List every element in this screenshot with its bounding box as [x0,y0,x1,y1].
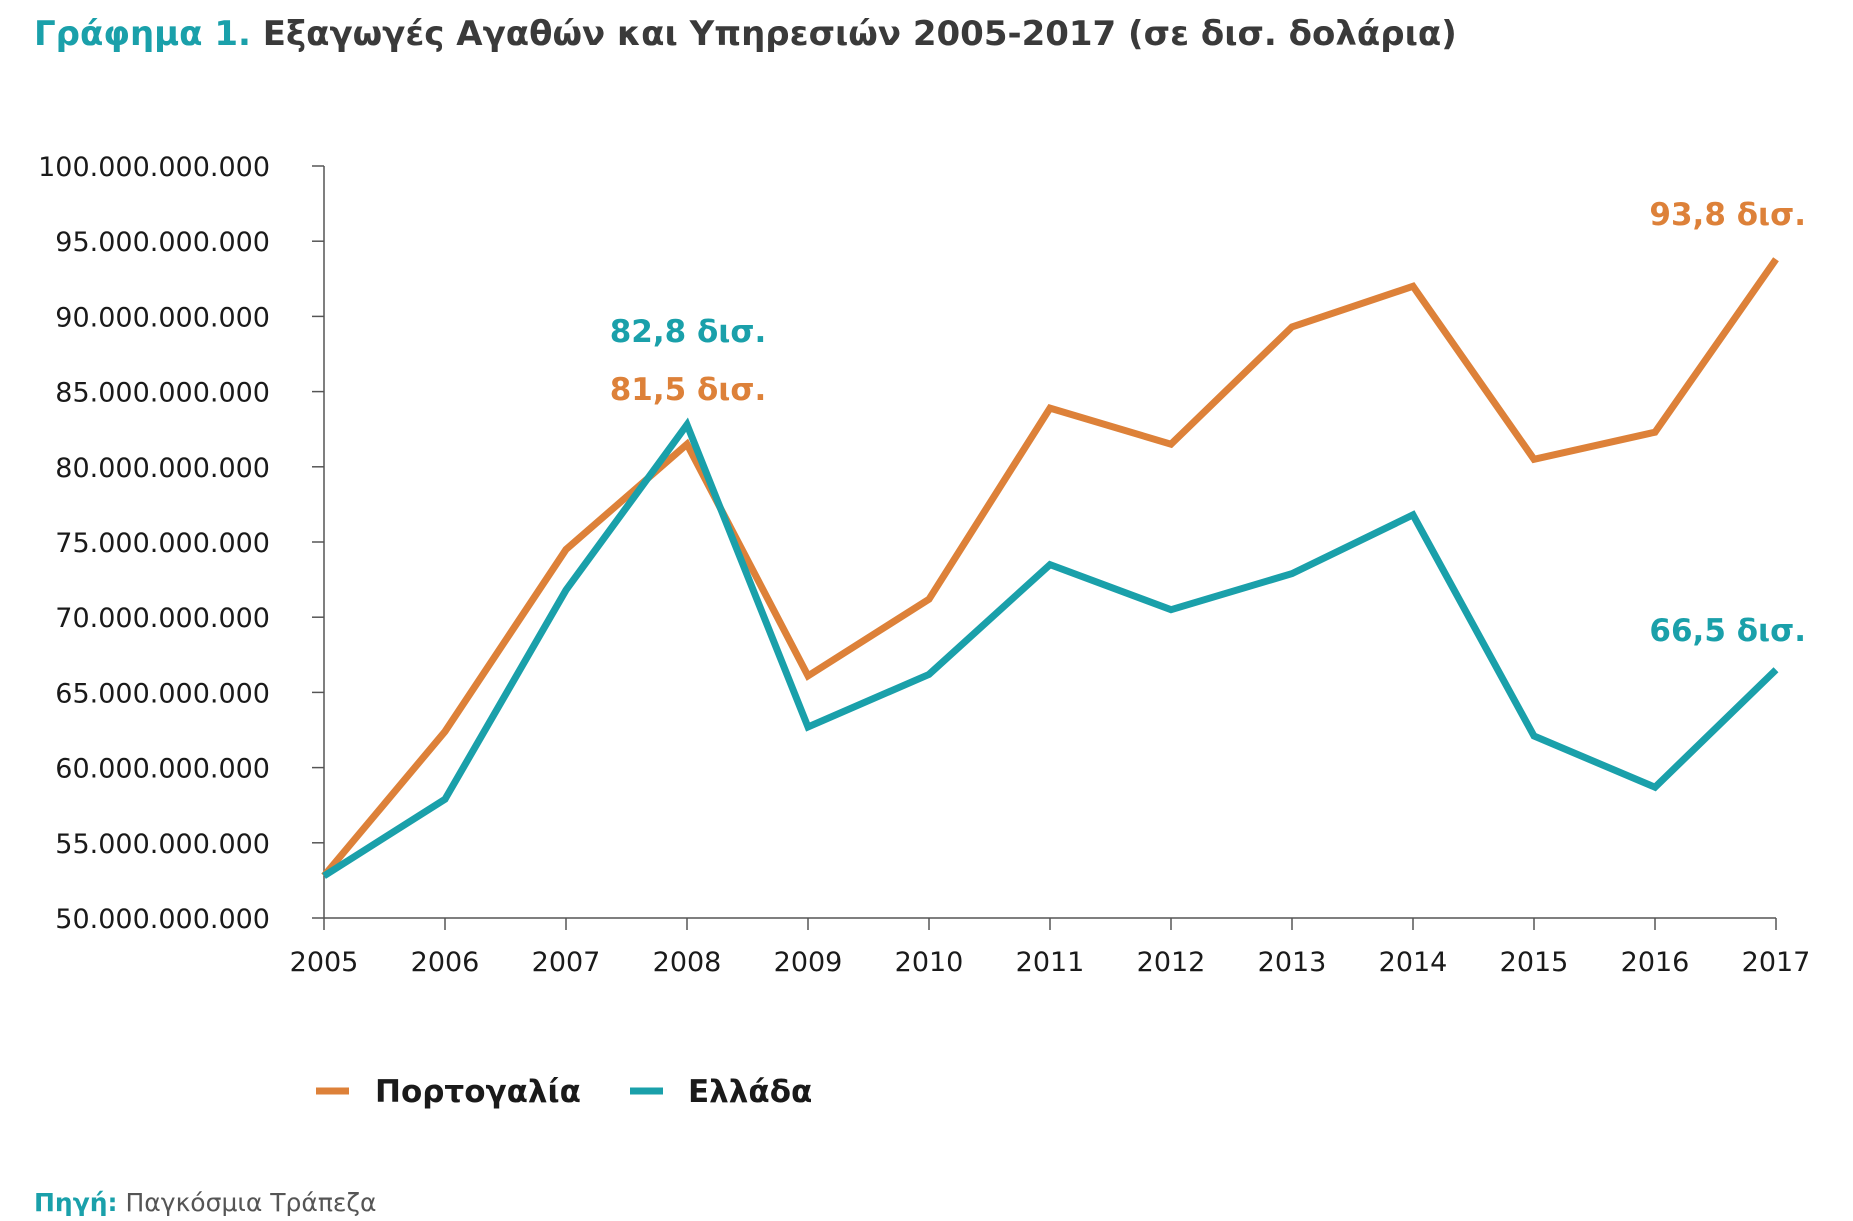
y-tick-label: 70.000.000.000 [55,603,270,634]
x-tick-label: 2005 [290,947,359,978]
x-tick-label: 2015 [1500,947,1569,978]
chart-title-text: Εξαγωγές Αγαθών και Υπηρεσιών 2005-2017 … [262,14,1457,54]
source-label: Πηγή: [34,1188,118,1217]
y-tick-label: 95.000.000.000 [55,227,270,258]
y-tick-label: 100.000.000.000 [38,152,270,183]
y-tick-label: 65.000.000.000 [55,678,270,709]
data-label: 81,5 δισ. [610,372,767,408]
x-tick-label: 2009 [774,947,843,978]
x-tick-label: 2013 [1258,947,1327,978]
x-tick-label: 2011 [1016,947,1085,978]
data-label: 82,8 δισ. [610,314,767,350]
y-tick-label: 50.000.000.000 [55,904,270,935]
y-tick-label: 60.000.000.000 [55,754,270,785]
data-label: 66,5 δισ. [1649,613,1806,649]
data-label: 93,8 δισ. [1649,197,1806,233]
x-tick-label: 2014 [1379,947,1448,978]
series-line-greece [322,417,1779,879]
y-tick-label: 80.000.000.000 [55,453,270,484]
x-tick-label: 2017 [1742,947,1811,978]
chart-title-number: Γράφημα 1. [34,14,251,54]
series-line-portugal [321,257,1779,879]
source-text: Παγκόσμια Τράπεζα [125,1188,377,1217]
y-tick-label: 75.000.000.000 [55,528,270,559]
y-tick-label: 90.000.000.000 [55,302,270,333]
chart-title: Γράφημα 1. Εξαγωγές Αγαθών και Υπηρεσιών… [34,14,1457,54]
x-tick-label: 2010 [895,947,964,978]
x-tick-label: 2006 [411,947,480,978]
x-tick-label: 2012 [1137,947,1206,978]
x-tick-label: 2007 [532,947,601,978]
legend-label-greece: Ελλάδα [688,1074,812,1110]
x-tick-label: 2008 [653,947,722,978]
y-tick-label: 55.000.000.000 [55,829,270,860]
source-note: Πηγή: Παγκόσμια Τράπεζα [34,1188,377,1217]
x-tick-label: 2016 [1621,947,1690,978]
y-tick-label: 85.000.000.000 [55,378,270,409]
legend-label-portugal: Πορτογαλία [375,1074,581,1110]
